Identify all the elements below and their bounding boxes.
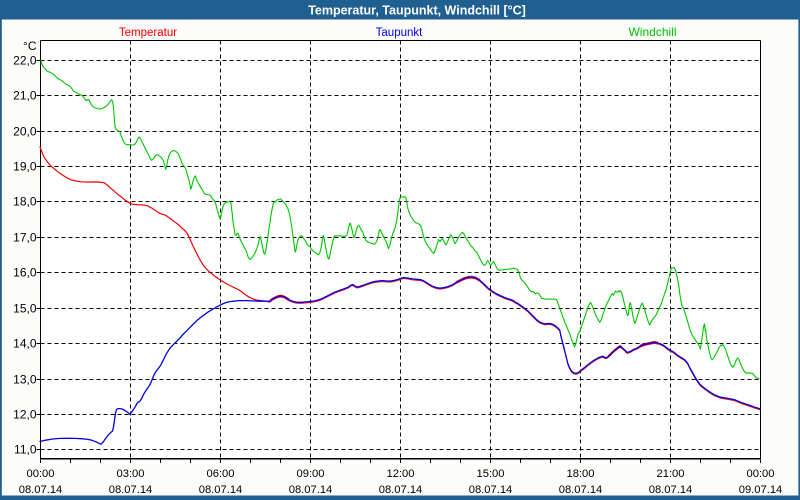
svg-text:17,0: 17,0	[13, 231, 37, 245]
svg-text:Windchill: Windchill	[628, 25, 676, 39]
svg-text:22,0: 22,0	[13, 54, 37, 68]
svg-text:08.07.14: 08.07.14	[109, 484, 153, 496]
svg-text:08.07.14: 08.07.14	[199, 484, 243, 496]
svg-text:16,0: 16,0	[13, 266, 37, 280]
svg-text:00:00: 00:00	[27, 468, 55, 480]
svg-text:18:00: 18:00	[567, 468, 595, 480]
svg-text:00:00: 00:00	[747, 468, 775, 480]
svg-text:08.07.14: 08.07.14	[379, 484, 423, 496]
svg-text:09.07.14: 09.07.14	[739, 484, 783, 496]
svg-text:06:00: 06:00	[207, 468, 235, 480]
svg-text:08.07.14: 08.07.14	[559, 484, 603, 496]
svg-text:12,0: 12,0	[13, 408, 37, 422]
svg-text:13,0: 13,0	[13, 373, 37, 387]
svg-text:19,0: 19,0	[13, 160, 37, 174]
svg-text:Temperatur, Taupunkt, Windchil: Temperatur, Taupunkt, Windchill [°C]	[308, 4, 526, 18]
svg-text:20,0: 20,0	[13, 125, 37, 139]
svg-text:15,0: 15,0	[13, 302, 37, 316]
svg-text:Taupunkt: Taupunkt	[376, 27, 423, 39]
svg-text:08.07.14: 08.07.14	[289, 484, 333, 496]
svg-text:21:00: 21:00	[657, 468, 685, 480]
svg-text:21,0: 21,0	[13, 89, 37, 103]
svg-text:15:00: 15:00	[477, 468, 505, 480]
svg-text:08.07.14: 08.07.14	[469, 484, 513, 496]
svg-text:18,0: 18,0	[13, 195, 37, 209]
svg-text:11,0: 11,0	[14, 443, 37, 457]
svg-text:03:00: 03:00	[117, 468, 145, 480]
svg-text:09:00: 09:00	[297, 468, 325, 480]
svg-text:08.07.14: 08.07.14	[649, 484, 693, 496]
svg-text:Temperatur: Temperatur	[119, 27, 177, 39]
svg-text:08.07.14: 08.07.14	[19, 484, 63, 496]
svg-text:12:00: 12:00	[387, 468, 415, 480]
svg-text:14,0: 14,0	[13, 337, 37, 351]
svg-text:°C: °C	[23, 39, 37, 53]
